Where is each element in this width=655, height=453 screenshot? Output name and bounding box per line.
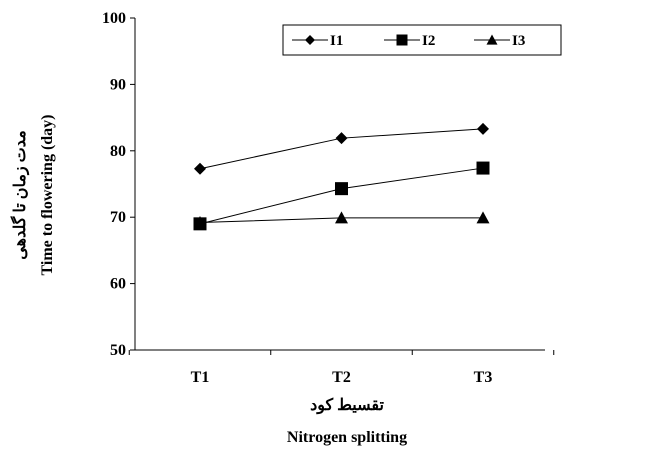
- data-point-diamond: [335, 132, 348, 145]
- y-axis-title: Time to flowering (day): [39, 114, 56, 275]
- x-tick-label: T3: [474, 369, 493, 386]
- y-tick-label: 70: [110, 209, 126, 226]
- legend: I1 I2 I3: [282, 24, 562, 56]
- legend-label: I2: [422, 33, 435, 49]
- y-axis-title-persian: مدت زمان تا گلدهی: [10, 130, 30, 259]
- series-i1: [194, 122, 489, 175]
- legend-marker-diamond: [305, 35, 315, 45]
- x-axis-title: Nitrogen splitting: [287, 429, 407, 446]
- series-group: [193, 122, 490, 231]
- legend-label: I3: [512, 33, 525, 49]
- data-point-square: [476, 161, 490, 175]
- x-axis-title-persian: تقسیط کود: [310, 397, 384, 415]
- series-i3: [193, 211, 490, 229]
- legend-items: I1 I2 I3: [292, 33, 525, 49]
- y-tick-label: 90: [110, 76, 126, 93]
- legend-label: I1: [330, 33, 343, 49]
- legend-marker-square: [396, 34, 408, 46]
- y-tick-label: 50: [110, 342, 126, 359]
- data-point-square: [335, 182, 348, 196]
- y-tick-label: 60: [110, 276, 126, 293]
- y-tick-label: 80: [110, 143, 126, 160]
- axes: 50 60 70 80 90 100 T1 T2 T3: [102, 10, 555, 386]
- legend-box: [282, 24, 562, 56]
- legend-item: I1: [292, 33, 343, 49]
- data-point-diamond: [194, 162, 206, 175]
- data-point-triangle: [193, 216, 207, 229]
- legend-item: I2: [384, 33, 435, 49]
- data-point-diamond: [477, 122, 489, 135]
- data-point-triangle: [335, 211, 348, 224]
- legend-marker-triangle: [486, 34, 498, 45]
- y-tick-label: 100: [102, 10, 126, 27]
- x-tick-label: T1: [191, 369, 210, 386]
- legend-item: I3: [474, 33, 525, 49]
- x-tick-label: T2: [332, 369, 351, 386]
- data-point-triangle: [476, 211, 490, 224]
